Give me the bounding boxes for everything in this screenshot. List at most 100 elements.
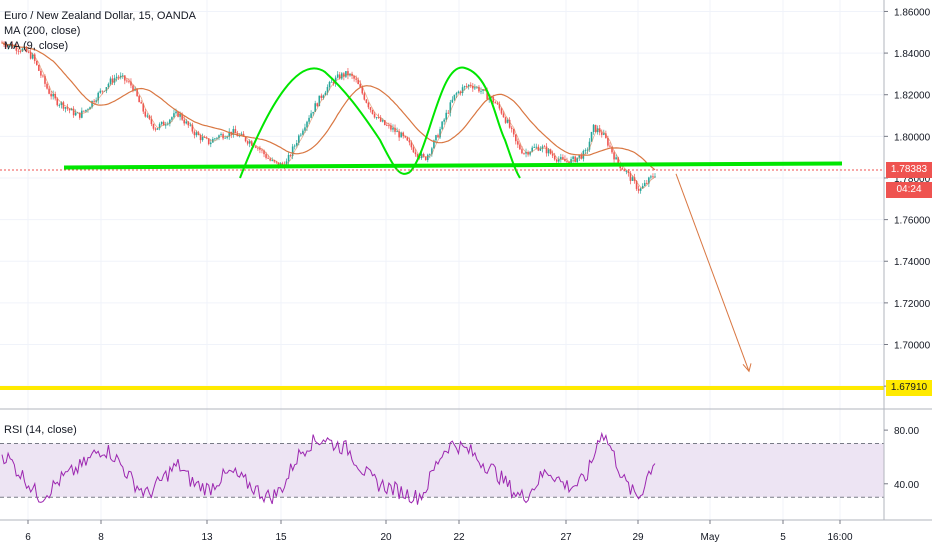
candle-body <box>156 128 159 130</box>
rsi-axis-ticks[interactable]: 80.00 40.00 <box>884 426 919 491</box>
candle-body <box>111 78 114 83</box>
rsi-legend[interactable]: RSI (14, close) <box>4 423 77 438</box>
candle-body <box>406 137 409 141</box>
time-tick-label: 5 <box>780 532 786 543</box>
candle-body <box>441 121 443 130</box>
candle-body <box>598 128 601 133</box>
candle-body <box>578 155 581 158</box>
candle-body <box>214 138 216 140</box>
candle-body <box>332 81 335 84</box>
candle-body <box>29 51 32 59</box>
candle-body <box>648 177 650 184</box>
candle-body <box>609 145 611 147</box>
candle-body <box>261 149 263 151</box>
candle-body <box>383 120 386 125</box>
candle-body <box>357 79 359 85</box>
candle-body <box>496 103 499 105</box>
candle-body <box>566 161 568 163</box>
candle-body <box>557 159 560 162</box>
candle-body <box>101 90 104 92</box>
ma9-line <box>1 42 656 189</box>
last-price-tag: 1.78383 <box>886 162 932 178</box>
candle-body <box>584 150 587 152</box>
candle-body <box>234 129 237 134</box>
candle-body <box>246 141 249 144</box>
candle-body <box>121 75 124 77</box>
candle-body <box>224 137 226 139</box>
price-tick-label: 1.74000 <box>894 257 931 268</box>
candle-body <box>472 85 474 89</box>
chart-legend[interactable]: Euro / New Zealand Dollar, 15, OANDA MA … <box>4 9 196 54</box>
candle-body <box>646 182 648 184</box>
candle-body <box>171 117 173 120</box>
price-axis-ticks[interactable]: 1.86000 1.84000 1.82000 1.80000 1.78000 1.760… <box>884 7 931 393</box>
candle-body <box>158 124 161 129</box>
candle-body <box>564 159 566 162</box>
candle-body <box>314 103 316 112</box>
candle-body <box>35 60 38 65</box>
candle-body <box>74 112 77 116</box>
candle-body <box>173 113 175 118</box>
candle-body <box>541 146 544 149</box>
candle-body <box>351 73 353 76</box>
candle-body <box>181 113 183 120</box>
candle-body <box>318 95 321 107</box>
candle-body <box>23 47 26 49</box>
candle-body <box>19 51 22 52</box>
candle-body <box>363 93 366 100</box>
candle-body <box>480 90 482 92</box>
countdown-tag: 04:24 <box>886 182 932 198</box>
candle-body <box>326 87 329 93</box>
candle-body <box>429 154 431 156</box>
time-axis-ticks[interactable]: 6 8 13 15 20 22 27 29 May 5 16:00 <box>25 520 853 543</box>
candle-body <box>621 168 624 170</box>
price-tick-label: 1.76000 <box>894 216 931 227</box>
time-tick-label: 13 <box>201 532 213 543</box>
candle-body <box>474 87 476 89</box>
candle-body <box>271 160 274 161</box>
rsi-band <box>0 443 884 498</box>
candle-body <box>594 124 597 133</box>
candle-body <box>293 145 296 147</box>
candle-body <box>437 135 439 138</box>
candle-body <box>414 152 417 155</box>
candle-body <box>433 140 435 149</box>
candle-body <box>97 92 100 101</box>
candle-body <box>150 118 153 125</box>
candle-body <box>510 127 513 129</box>
candle-body <box>209 142 212 145</box>
time-tick-label: 22 <box>453 532 465 543</box>
candle-body <box>453 94 456 100</box>
candle-body <box>66 107 69 109</box>
candle-body <box>359 84 362 88</box>
candle-body <box>627 171 630 173</box>
candle-body <box>5 45 7 47</box>
rsi-tick-label: 80.00 <box>894 426 919 437</box>
candle-body <box>308 117 310 122</box>
price-tick-label: 1.78000 <box>894 174 931 185</box>
candle-body <box>56 98 59 106</box>
price-tick-label: 1.86000 <box>894 7 931 18</box>
candle-body <box>310 113 312 118</box>
candle-body <box>560 157 562 160</box>
candle-body <box>603 133 605 135</box>
candle-body <box>543 146 546 148</box>
candle-body <box>193 131 196 136</box>
candle-body <box>531 147 533 152</box>
candle-body <box>199 135 202 141</box>
candle-body <box>431 148 433 155</box>
candle-body <box>361 87 364 94</box>
candle-body <box>89 107 91 110</box>
candle-body <box>60 102 63 105</box>
candle-body <box>195 132 198 136</box>
candle-body <box>322 95 325 98</box>
candle-body <box>639 188 642 191</box>
candle-body <box>117 76 120 78</box>
candle-body <box>336 74 339 78</box>
candle-body <box>179 113 181 117</box>
candle-body <box>637 188 640 191</box>
candle-body <box>248 141 251 144</box>
time-tick-label: 8 <box>98 532 104 543</box>
candle-body <box>259 147 261 150</box>
